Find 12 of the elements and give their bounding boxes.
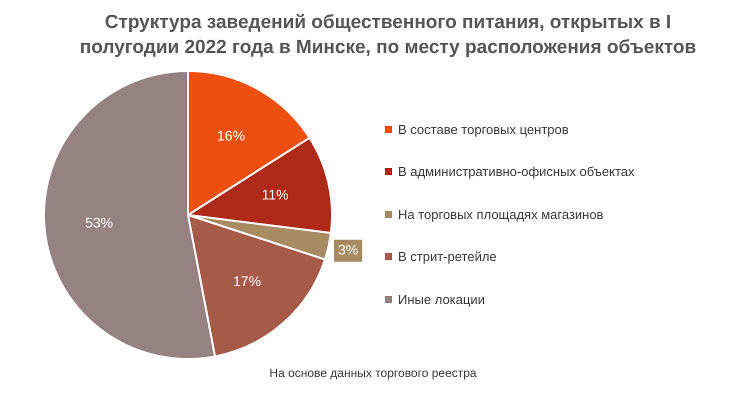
data-label: 53% bbox=[85, 214, 114, 230]
legend-label: В стрит-ретейле bbox=[398, 249, 497, 264]
chart-title: Структура заведений общественного питания, открытых в I полугодии 2022 года в Минске, по месту расположения объектов bbox=[78, 11, 698, 60]
data-label: 3% bbox=[338, 242, 358, 258]
text: На основе данных торгового реестра bbox=[268, 366, 478, 380]
legend-label: Иные локации bbox=[398, 292, 485, 307]
data-label: 16% bbox=[216, 128, 246, 144]
legend-label: В составе торговых центров bbox=[398, 122, 569, 137]
legend-label: На торговых площадях магазинов bbox=[398, 206, 604, 222]
data-label: 11% bbox=[262, 186, 289, 202]
legend-label: В административно-офисных объектах bbox=[398, 164, 635, 180]
data-label: 17% bbox=[233, 272, 262, 289]
